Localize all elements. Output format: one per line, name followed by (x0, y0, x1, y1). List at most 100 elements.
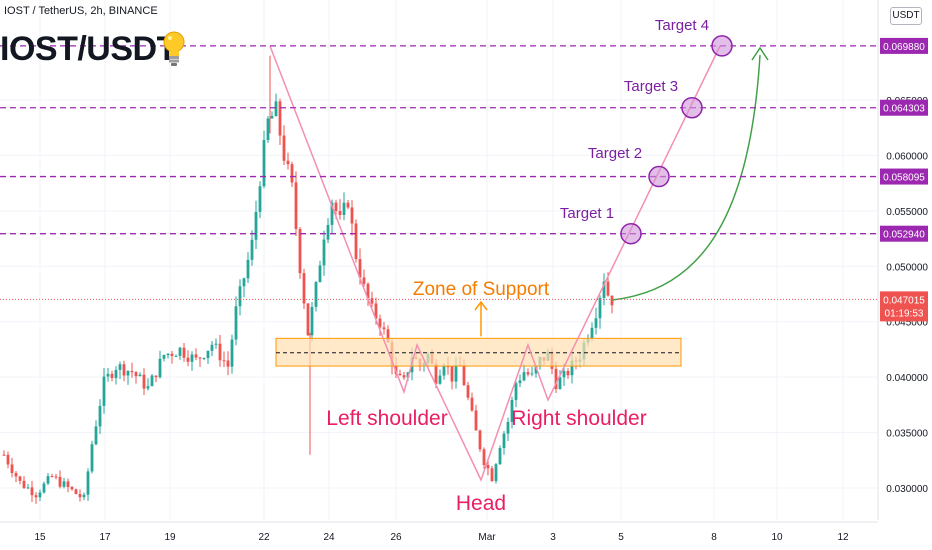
time-tick-label: 8 (711, 532, 717, 543)
candle-body (466, 385, 470, 398)
time-axis[interactable]: 15 17 19 22 24 26 Mar 3 5 8 10 12 (0, 521, 878, 550)
zone-arrow-head (474, 300, 488, 311)
candle-body (354, 223, 358, 259)
candle-body (366, 283, 370, 299)
candle-body (278, 101, 282, 136)
candle-body (290, 164, 294, 183)
candle-body (370, 298, 374, 304)
candle-body (434, 363, 438, 384)
candle-body (602, 281, 606, 298)
target-label: Target 4 (655, 17, 709, 34)
candle-body (250, 239, 254, 260)
time-tick-label: 19 (164, 532, 176, 543)
price-axis-bg (878, 0, 932, 550)
target-circle (681, 96, 703, 119)
candle-body (326, 224, 330, 240)
target-price-tag (880, 37, 928, 54)
candle-body (66, 481, 70, 487)
candle-body (230, 339, 234, 367)
candle-body (606, 281, 610, 296)
candle-body (562, 370, 566, 378)
candle-body (330, 202, 334, 225)
candle-body (570, 360, 574, 376)
grid (0, 0, 878, 520)
candle-body (234, 306, 238, 340)
price-tick-label: 0.060000 (886, 151, 928, 162)
candle-body (46, 476, 50, 484)
candle-body (474, 410, 478, 431)
candle-body (502, 433, 506, 449)
candle-body (186, 357, 190, 362)
candle-body (310, 306, 314, 336)
candle-body (50, 476, 54, 478)
candle-body (346, 202, 350, 208)
last-price-label: 0.047015 (883, 295, 925, 306)
candle-body (178, 347, 182, 356)
candle-body (194, 354, 198, 358)
candle-body (402, 375, 406, 378)
candle-body (610, 295, 614, 306)
time-tick-label: 22 (258, 532, 270, 543)
candle-body (334, 202, 338, 212)
target-label: Target 1 (560, 205, 614, 222)
candle-body (318, 265, 322, 283)
candle-body (350, 207, 354, 224)
candle-body (486, 465, 490, 469)
lightbulb-icon (162, 30, 186, 73)
price-tick-label: 0.045000 (886, 318, 928, 329)
candle-body (462, 365, 466, 386)
candle-body (362, 277, 366, 284)
target-price-tag (880, 225, 928, 242)
candle-body (282, 135, 286, 161)
time-tick-label: 26 (390, 532, 402, 543)
candle-body (130, 371, 134, 373)
time-tick-label: 5 (618, 532, 624, 543)
candle-body (454, 364, 458, 382)
pattern-label-head: Head (456, 492, 506, 515)
candle-body (510, 399, 514, 422)
candle-body (386, 329, 390, 343)
candle-body (506, 421, 510, 434)
target-label: Target 2 (588, 145, 642, 162)
candle-body (514, 383, 518, 400)
candle-body (122, 364, 126, 376)
price-axis[interactable]: 0.030000 0.035000 0.040000 0.045000 0.050000… (877, 0, 932, 550)
candle-body (126, 371, 130, 376)
candle-body (598, 297, 602, 319)
candle-body (70, 486, 74, 490)
candle-body (342, 202, 346, 215)
candle-body (166, 353, 170, 356)
candle-body (54, 476, 58, 478)
candle-body (302, 273, 306, 304)
candle-body (306, 303, 310, 336)
candle-body (286, 160, 290, 165)
projection-arrow-head (751, 46, 769, 61)
candle-body (526, 372, 530, 375)
time-tick-label: 10 (771, 532, 783, 543)
candle-body (6, 454, 10, 465)
candle-body (110, 373, 114, 379)
candle-body (338, 211, 342, 215)
candle-body (138, 374, 142, 377)
candle-body (98, 405, 102, 427)
pattern-label-left-shoulder: Left shoulder (326, 407, 447, 430)
countdown-label: 01:19:53 (885, 308, 924, 319)
candle-body (478, 430, 482, 450)
candle-body (266, 118, 270, 141)
candle-body (94, 426, 98, 445)
candle-body (398, 373, 402, 376)
projection-arrow (611, 54, 761, 301)
candle-body (26, 487, 30, 489)
target-levels: Target 1 Target 2 Target 3 Target 4 (0, 17, 878, 300)
symbol-line: IOST / TetherUS, 2h, BINANCE (4, 5, 158, 17)
candle-body (490, 468, 494, 482)
candle-body (238, 286, 242, 307)
candle-body (518, 380, 522, 384)
currency-unit-button[interactable]: USDT (890, 7, 922, 25)
price-tick-label: 0.055000 (886, 207, 928, 218)
candle-body (198, 357, 202, 359)
candle-body (14, 473, 18, 477)
candle-body (206, 350, 210, 359)
support-zone[interactable]: Zone of Support (275, 279, 682, 367)
